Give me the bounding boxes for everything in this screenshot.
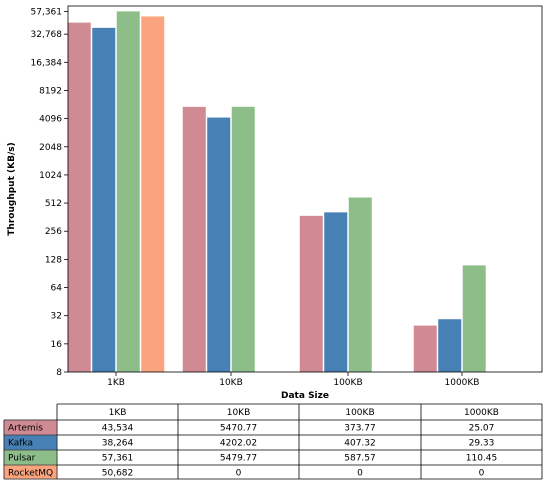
bar-pulsar-1000kb xyxy=(462,265,486,372)
table-cell: 50,682 xyxy=(102,469,134,479)
bar-artemis-1000kb xyxy=(413,325,437,372)
table-cell: 373.77 xyxy=(344,424,376,434)
bar-artemis-100kb xyxy=(299,215,323,372)
table-cell: 5470.77 xyxy=(220,424,257,434)
table-cell: 110.45 xyxy=(466,454,498,464)
x-tick-label: 1KB xyxy=(107,378,125,388)
bar-kafka-1000kb xyxy=(438,319,462,372)
table-cell: 38,264 xyxy=(102,439,134,449)
bar-rocketmq-1kb xyxy=(141,16,165,372)
table-row-label: Pulsar xyxy=(8,454,36,464)
table-cell: 5479.77 xyxy=(220,454,257,464)
table-cell: 407.32 xyxy=(344,439,376,449)
y-tick-label: 57,361 xyxy=(31,7,63,17)
bar-artemis-1kb xyxy=(67,22,91,372)
y-tick-label: 32,768 xyxy=(31,30,63,40)
bar-pulsar-10kb xyxy=(231,106,255,373)
table-cell: 57,361 xyxy=(102,454,134,464)
table-cell: 4202.02 xyxy=(220,439,257,449)
table-row-label: RocketMQ xyxy=(8,469,53,479)
y-tick-label: 256 xyxy=(45,227,62,237)
y-tick-label: 8 xyxy=(56,368,62,378)
y-tick-label: 16,384 xyxy=(31,58,63,68)
x-tick-label: 1000KB xyxy=(445,378,480,388)
bar-pulsar-100kb xyxy=(348,197,372,372)
table-row-label-swatch xyxy=(4,450,57,465)
bar-kafka-1kb xyxy=(92,27,116,372)
y-axis-title: Throughput (KB/s) xyxy=(7,142,17,235)
table-cell: 0 xyxy=(357,469,363,479)
bar-artemis-10kb xyxy=(182,106,206,373)
table-header-cell: 1KB xyxy=(109,408,127,418)
y-tick-label: 1024 xyxy=(39,171,62,181)
table-header-cell: 1000KB xyxy=(464,408,499,418)
plot-area: 8 16 32 64 128 256 512 1024 2048 4096 8192 16,384 32… xyxy=(7,5,543,401)
y-tick-label: 512 xyxy=(45,199,62,209)
table-cell: 0 xyxy=(479,469,485,479)
y-tick-label: 128 xyxy=(45,255,62,265)
y-tick-label: 4096 xyxy=(39,115,62,125)
table-row-label-swatch xyxy=(4,465,57,479)
y-tick-label: 64 xyxy=(51,284,63,294)
bar-kafka-10kb xyxy=(207,117,231,373)
table-row-label: Artemis xyxy=(8,424,43,434)
table-header-cell: 100KB xyxy=(345,408,374,418)
table-cell: 25.07 xyxy=(469,424,495,434)
plot-frame xyxy=(67,5,543,373)
y-tick-label: 8192 xyxy=(39,86,62,96)
table-cell: 29.33 xyxy=(469,439,495,449)
y-tick-label: 16 xyxy=(51,340,63,350)
x-tick-label: 100KB xyxy=(333,378,362,388)
table-row-label-swatch xyxy=(4,435,57,450)
table-row-label: Kafka xyxy=(8,439,33,449)
table-header-cell: 10KB xyxy=(227,408,251,418)
x-axis-title: Data Size xyxy=(281,391,329,401)
y-tick-label: 2048 xyxy=(39,143,62,153)
table-cell: 43,534 xyxy=(102,424,134,434)
table-row-label-swatch xyxy=(4,420,57,435)
data-table: 1KB 10KB 100KB 1000KB Artemis 43,534 5470.77 37… xyxy=(3,403,543,480)
x-tick-label: 10KB xyxy=(219,378,243,388)
table-cell: 587.57 xyxy=(344,454,376,464)
bar-pulsar-1kb xyxy=(116,11,140,373)
y-tick-label: 32 xyxy=(51,312,62,322)
table-cell: 0 xyxy=(236,469,242,479)
bar-kafka-100kb xyxy=(324,212,348,372)
